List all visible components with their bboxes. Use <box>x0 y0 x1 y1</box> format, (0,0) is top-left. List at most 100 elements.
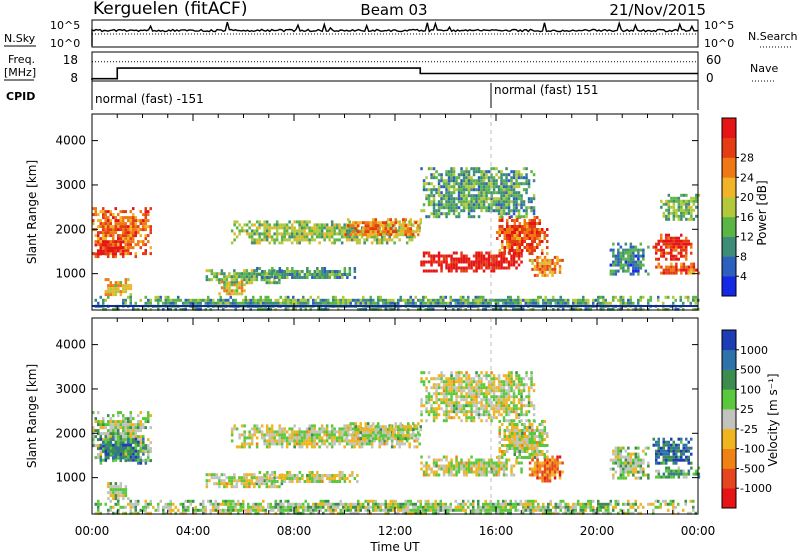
heat-cell <box>144 301 147 305</box>
heat-cell <box>303 436 306 440</box>
heat-cell <box>245 473 249 477</box>
heat-cell <box>356 480 359 483</box>
heat-cell <box>296 477 299 480</box>
heat-cell <box>672 271 676 275</box>
heat-cell <box>240 283 244 287</box>
heat-cell <box>270 272 274 276</box>
heat-cell <box>134 307 137 311</box>
heat-cell <box>228 286 231 290</box>
heat-cell <box>369 221 372 225</box>
heat-cell <box>364 227 367 231</box>
heat-cell <box>617 257 620 261</box>
heat-cell <box>297 301 300 305</box>
cpid-label: CPID <box>6 90 35 103</box>
heat-cell <box>440 371 443 375</box>
heat-cell <box>114 426 117 430</box>
heat-cell <box>435 188 438 192</box>
heat-cell <box>425 410 428 414</box>
heat-cell <box>655 245 658 249</box>
heat-cell <box>387 298 390 302</box>
heat-cell <box>445 191 448 195</box>
colorbar-tick-label: 4 <box>740 270 747 283</box>
heat-cell <box>482 173 486 177</box>
heat-cell <box>139 461 143 465</box>
heat-cell <box>432 419 436 423</box>
heat-cell <box>495 179 498 183</box>
heat-cell <box>325 223 329 227</box>
heat-cell <box>350 226 354 230</box>
heat-cell <box>102 228 105 232</box>
heat-cell <box>285 430 289 434</box>
colorbar-swatch <box>722 137 736 158</box>
noise-panel: N.Sky 10^5 10^0 10^5 10^0 N.Search <box>4 19 798 50</box>
heat-cell <box>268 479 271 483</box>
heat-cell <box>419 221 422 225</box>
heat-cell <box>470 215 473 219</box>
heat-cell <box>480 464 483 468</box>
heat-cell <box>387 218 390 222</box>
heat-cell <box>305 439 309 443</box>
heat-cell <box>514 298 517 302</box>
heat-cell <box>435 473 438 477</box>
heat-cell <box>533 450 536 453</box>
heat-cell <box>335 232 339 236</box>
heat-cell <box>270 235 274 239</box>
heat-cell <box>343 474 347 477</box>
heat-cell <box>619 263 623 267</box>
heat-cell <box>157 301 160 305</box>
heat-cell <box>398 439 401 443</box>
heat-cell <box>537 301 540 305</box>
heat-cell <box>112 234 115 238</box>
heat-cell <box>480 206 483 210</box>
heat-cell <box>242 301 245 305</box>
heat-cell <box>104 213 107 217</box>
heat-cell <box>357 431 360 435</box>
heat-cell <box>139 298 142 302</box>
heat-cell <box>394 422 397 426</box>
heat-cell <box>357 307 360 311</box>
heat-cell <box>305 220 309 224</box>
heat-cell <box>462 461 466 465</box>
heat-cell <box>518 246 521 249</box>
heat-cell <box>418 226 421 230</box>
heat-cell <box>142 307 145 311</box>
heat-cell <box>690 211 693 215</box>
heat-cell <box>230 485 234 489</box>
heat-cell <box>268 270 272 273</box>
heat-cell <box>552 295 555 299</box>
heat-cell <box>523 237 526 240</box>
heat-cell <box>452 386 456 390</box>
heat-cell <box>355 442 359 446</box>
heat-cell <box>538 476 542 480</box>
heat-cell <box>139 447 142 451</box>
heat-cell <box>467 212 471 216</box>
heat-cell <box>665 245 668 249</box>
heat-cell <box>487 254 491 258</box>
heat-cell <box>455 179 458 183</box>
heat-cell <box>94 417 97 421</box>
heat-cell <box>556 255 559 259</box>
heat-cell <box>122 210 125 214</box>
heat-cell <box>283 276 287 279</box>
heat-cell <box>358 442 361 446</box>
heat-cell <box>546 473 549 477</box>
heat-cell <box>513 441 516 444</box>
heat-cell <box>149 246 152 250</box>
heat-cell <box>389 224 392 228</box>
heat-cell <box>521 450 524 453</box>
heat-cell <box>425 470 428 474</box>
heat-cell <box>365 442 369 446</box>
heat-cell <box>354 431 357 435</box>
heat-cell <box>99 237 102 241</box>
heat-cell <box>112 494 115 498</box>
heat-cell <box>460 194 463 198</box>
heat-cell <box>384 230 387 234</box>
heat-cell <box>500 266 503 270</box>
heat-cell <box>492 260 496 264</box>
heat-cell <box>460 191 463 195</box>
heat-cell <box>385 442 389 446</box>
heat-cell <box>408 238 411 242</box>
heat-cell <box>268 442 271 446</box>
heat-cell <box>543 458 547 462</box>
heat-cell <box>639 266 643 270</box>
